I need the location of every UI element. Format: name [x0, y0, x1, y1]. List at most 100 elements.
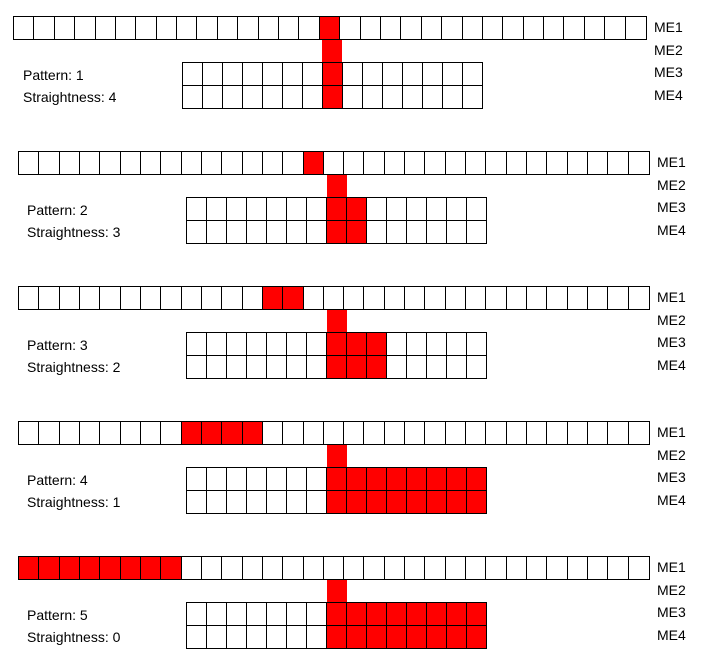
me3-cell: [446, 197, 467, 221]
me3-cell: [426, 197, 447, 221]
me4-cell: [306, 220, 327, 244]
me1-cell: [485, 421, 507, 445]
me3-cell: [442, 62, 463, 86]
me1-cell: [567, 286, 589, 310]
me4-cell: [466, 490, 487, 514]
me3-cell: [466, 467, 487, 491]
me4-cell: [466, 355, 487, 379]
me1-cell: [242, 151, 264, 175]
layer-label-me1: ME1: [657, 424, 686, 440]
me1-cell: [526, 556, 548, 580]
me1-cell: [343, 421, 365, 445]
me1-cell: [282, 556, 304, 580]
me1-cell: [160, 286, 182, 310]
me3-cell: [346, 602, 367, 626]
me4-cell: [406, 625, 427, 649]
me1-cell: [303, 286, 325, 310]
me4-cell: [226, 355, 247, 379]
me1-cell: [323, 151, 345, 175]
me1-cell: [181, 286, 203, 310]
me3-cell: [386, 467, 407, 491]
me3-cell: [462, 62, 483, 86]
me3-cell: [206, 467, 227, 491]
me1-cell: [526, 151, 548, 175]
me1-cell: [384, 421, 406, 445]
me4-cell: [426, 625, 447, 649]
me3-cell: [286, 602, 307, 626]
me3-cell: [206, 332, 227, 356]
me3-cell: [286, 332, 307, 356]
me4-cell: [326, 220, 347, 244]
me4-cell: [266, 220, 287, 244]
me1-cell: [400, 16, 422, 40]
me1-cell: [38, 421, 60, 445]
me3-cell: [186, 332, 207, 356]
me3-cell: [322, 62, 343, 86]
me1-cell: [95, 16, 117, 40]
me1-cell: [242, 286, 264, 310]
me3-cell: [466, 602, 487, 626]
layer-label-me1: ME1: [657, 559, 686, 575]
me3-cell: [406, 602, 427, 626]
layer-label-me1: ME1: [654, 19, 683, 35]
me4-cell: [346, 490, 367, 514]
me1-cell: [543, 16, 565, 40]
me4-cell: [206, 625, 227, 649]
me3-cell: [406, 332, 427, 356]
me1-cell: [140, 556, 162, 580]
me4-cell: [206, 220, 227, 244]
me3-cell: [326, 602, 347, 626]
me1-cell: [303, 421, 325, 445]
me1-cell: [604, 16, 626, 40]
me1-cell: [607, 286, 629, 310]
me2-via: [327, 175, 347, 197]
me1-cell: [404, 556, 426, 580]
me3-cell: [246, 197, 267, 221]
me1-cell: [201, 556, 223, 580]
me4-cell: [342, 85, 363, 109]
me3-cell: [246, 332, 267, 356]
me1-cell: [54, 16, 76, 40]
me2-via: [322, 40, 342, 62]
me4-cell: [246, 220, 267, 244]
me4-cell: [426, 355, 447, 379]
me3-cell: [422, 62, 443, 86]
me3-cell: [266, 332, 287, 356]
me1-cell: [563, 16, 585, 40]
me1-cell: [482, 16, 504, 40]
me1-cell: [465, 556, 487, 580]
me1-cell: [242, 421, 264, 445]
me1-cell: [278, 16, 300, 40]
me1-cell: [404, 421, 426, 445]
me1-cell: [587, 151, 609, 175]
me1-cell: [485, 286, 507, 310]
me4-cell: [346, 220, 367, 244]
me4-cell: [266, 490, 287, 514]
me1-cell: [303, 556, 325, 580]
me4-cell: [366, 490, 387, 514]
me4-cell: [306, 490, 327, 514]
me1-cell: [38, 286, 60, 310]
me1-cell: [526, 286, 548, 310]
layer-label-me3: ME3: [657, 334, 686, 350]
me1-cell: [59, 151, 81, 175]
me1-cell: [181, 151, 203, 175]
me4-cell: [446, 625, 467, 649]
me1-cell: [343, 556, 365, 580]
me1-cell: [506, 556, 528, 580]
me4-cell: [366, 625, 387, 649]
layer-label-me3: ME3: [654, 64, 683, 80]
me3-cell: [366, 332, 387, 356]
me1-cell: [282, 421, 304, 445]
me1-cell: [120, 151, 142, 175]
me1-cell: [201, 151, 223, 175]
me1-cell: [445, 556, 467, 580]
layer-label-me4: ME4: [657, 356, 686, 373]
me4-cell: [242, 85, 263, 109]
me3-cell: [262, 62, 283, 86]
me1-cell: [441, 16, 463, 40]
me1-cell: [18, 421, 40, 445]
me3-cell: [226, 197, 247, 221]
me3-cell: [206, 602, 227, 626]
layer-label-me4: ME4: [657, 626, 686, 643]
